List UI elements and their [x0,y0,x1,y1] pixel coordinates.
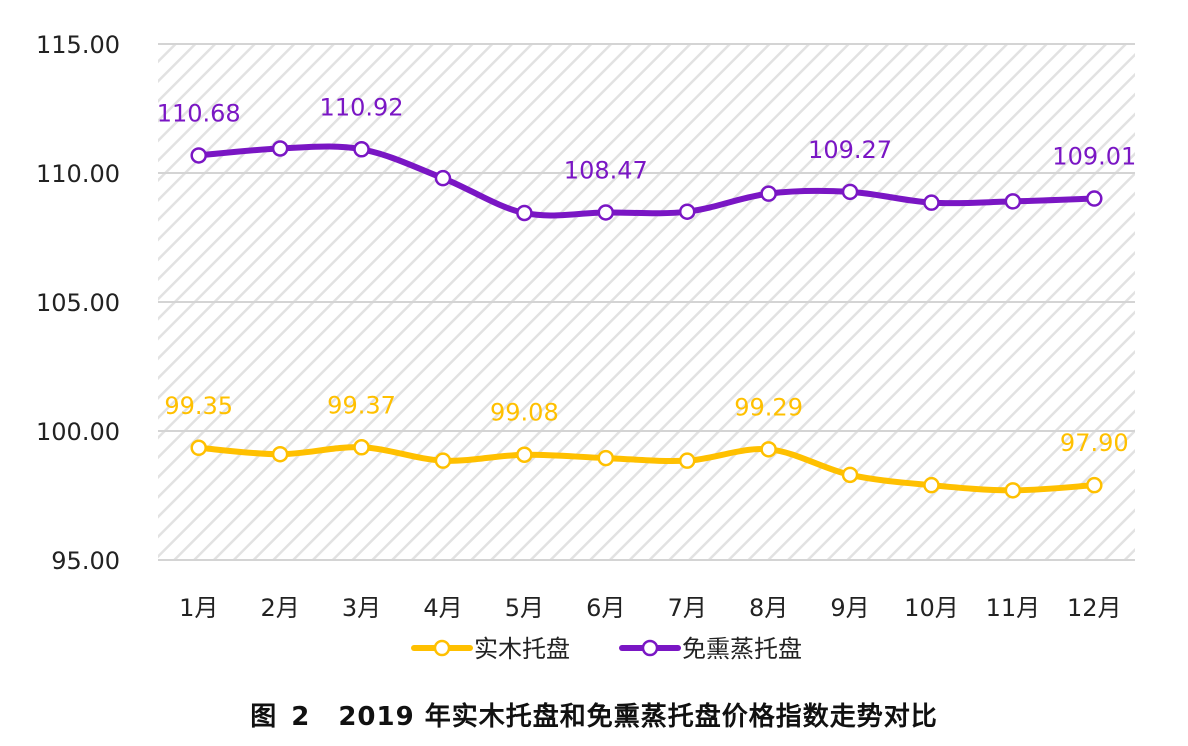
x-tick-label: 6月 [586,594,625,622]
data-label: 99.35 [164,392,233,420]
data-label: 109.01 [1052,143,1136,171]
y-axis: 95.00 100.00 105.00 110.00 115.00 [36,31,120,575]
x-tick-label: 7月 [668,594,707,622]
data-point [760,441,777,458]
x-tick-label: 3月 [342,594,381,622]
y-tick-label: 95.00 [51,547,120,575]
data-point [1086,190,1103,207]
x-tick-label: 8月 [749,594,788,622]
data-point [190,439,207,457]
figure-caption: 图 2 2019 年实木托盘和免熏蒸托盘价格指数走势对比 [0,696,1188,733]
caption-text: 2019 年实木托盘和免熏蒸托盘价格指数走势对比 [338,702,938,732]
y-tick-label: 105.00 [36,289,120,317]
legend-item: 免熏蒸托盘 [619,635,802,663]
data-point [1004,193,1022,210]
data-label: 99.37 [327,391,396,419]
legend-swatch-marker [641,639,659,657]
data-point [678,203,696,220]
series-2 [190,140,1103,222]
x-tick-label: 10月 [904,594,959,622]
data-point [434,169,452,187]
x-tick-label: 4月 [423,594,462,622]
data-label: 97.90 [1060,429,1129,457]
data-point [434,452,452,469]
data-point [271,140,289,157]
data-point [516,446,533,463]
series-1 [190,439,1103,499]
gridlines [158,43,1135,561]
data-point [841,183,859,201]
data-label: 108.47 [564,156,648,184]
x-tick-label: 2月 [260,594,299,622]
series [190,140,1103,499]
x-tick-label: 9月 [830,594,869,622]
x-tick-label: 5月 [505,594,544,622]
y-tick-label: 110.00 [36,160,120,188]
data-point [760,185,777,202]
data-point [353,141,370,158]
legend: 实木托盘 免熏蒸托盘 [411,635,802,663]
data-point [516,204,533,222]
data-point [678,452,696,469]
y-tick-label: 115.00 [36,31,120,59]
legend-label: 实木托盘 [474,635,570,663]
x-axis: 1月 2月 3月 4月 5月 6月 7月 8月 9月 10月 11月 12月 [179,594,1121,622]
legend-label: 免熏蒸托盘 [682,635,802,663]
data-point [923,194,940,211]
x-tick-label: 12月 [1067,594,1122,622]
data-point [190,147,207,164]
data-label: 99.29 [734,393,803,421]
data-label: 109.27 [808,136,892,164]
data-point [597,204,615,221]
x-tick-label: 11月 [986,594,1041,622]
data-point [271,445,289,463]
data-label: 99.08 [490,399,559,427]
y-tick-label: 100.00 [36,418,120,446]
data-labels: 110.68 110.92 108.47 109.27 109.01 99.35 99.37… [157,93,1137,457]
line-chart: 95.00 100.00 105.00 110.00 115.00 1月 2月 3月 4月 5月… [36,31,1137,663]
x-tick-label: 1月 [179,594,218,622]
data-point [1004,482,1022,499]
legend-swatch-marker [433,639,451,657]
caption-number: 2 [291,702,311,732]
caption-prefix: 图 [250,702,278,732]
data-label: 110.92 [320,93,404,121]
data-point [841,466,859,484]
data-point [353,439,370,456]
data-point [923,476,940,494]
legend-item: 实木托盘 [411,635,570,663]
data-point [1086,476,1103,494]
data-label: 110.68 [157,99,241,127]
data-point [597,449,615,467]
